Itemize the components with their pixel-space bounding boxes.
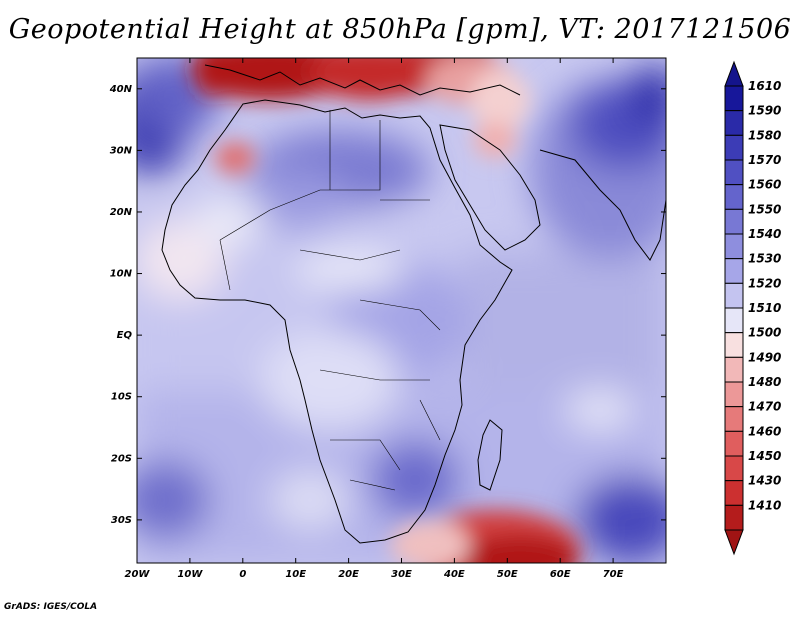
y-tick-label: 30N	[110, 145, 133, 156]
colorbar: 1610 1590 1580 1570 1560 1550 1540 1530 1520 1510…	[724, 60, 781, 556]
colorbar-swatch	[724, 455, 744, 482]
colorbar-label: 1430	[748, 474, 781, 488]
x-axis: 20W 10W 0 10E 20E 30E 40E 50E 60E 70E	[125, 58, 624, 580]
asia-coastline	[539, 149, 666, 261]
x-tick-label: 10E	[285, 569, 306, 580]
colorbar-label: 1410	[748, 498, 781, 512]
colorbar-swatch	[724, 480, 744, 506]
colorbar-label: 1480	[748, 375, 781, 389]
colorbar-top-cap	[724, 60, 744, 87]
x-tick-label: 50E	[497, 569, 518, 580]
colorbar-swatch	[724, 159, 744, 186]
grads-credit: GrADS: IGES/COLA	[4, 602, 98, 612]
colorbar-swatch	[724, 307, 744, 334]
x-tick-label: 30E	[391, 569, 412, 580]
y-axis: 40N 30N 20N 10N EQ 10S 20S 30S	[109, 84, 666, 526]
colorbar-swatch	[724, 381, 744, 408]
x-tick-label: 60E	[550, 569, 571, 580]
x-tick-label: 10W	[177, 569, 203, 580]
colorbar-swatch	[724, 134, 744, 161]
europe-coastline	[204, 64, 521, 96]
y-tick-label: 40N	[109, 84, 133, 95]
borders	[219, 110, 441, 491]
x-tick-label: 40E	[443, 569, 465, 580]
colorbar-bottom-cap	[724, 529, 744, 556]
arabia-coastline	[439, 124, 541, 251]
colorbar-label: 1550	[748, 202, 781, 216]
colorbar-label: 1510	[748, 301, 781, 315]
colorbar-swatch	[724, 430, 744, 457]
colorbar-swatch	[724, 85, 744, 112]
colorbar-label: 1450	[748, 449, 781, 463]
y-tick-label: EQ	[117, 330, 133, 341]
x-tick-label: 0	[239, 569, 246, 580]
africa-coastline	[161, 99, 513, 544]
coastlines	[161, 64, 666, 544]
colorbar-swatch	[724, 184, 744, 210]
x-tick-label: 70E	[603, 569, 624, 580]
y-tick-label: 20S	[111, 453, 132, 464]
colorbar-swatch	[724, 258, 744, 284]
colorbar-swatch	[724, 406, 744, 432]
colorbar-label: 1530	[748, 252, 781, 266]
height-field	[137, 58, 666, 563]
x-tick-label: 20W	[125, 569, 151, 580]
colorbar-swatch	[724, 110, 744, 136]
madagascar-coastline	[477, 419, 503, 491]
colorbar-label: 1570	[748, 153, 781, 167]
y-tick-label: 10N	[110, 269, 133, 280]
x-tick-label: 20E	[338, 569, 359, 580]
y-tick-label: 20N	[110, 207, 133, 218]
colorbar-label: 1590	[748, 104, 781, 118]
colorbar-swatch	[724, 233, 744, 260]
colorbar-label: 1540	[748, 227, 781, 241]
colorbar-label: 1490	[748, 350, 781, 364]
colorbar-swatch	[724, 208, 744, 235]
colorbar-swatch	[724, 332, 744, 358]
colorbar-label: 1500	[748, 326, 781, 340]
colorbar-swatch	[724, 356, 744, 383]
colorbar-label: 1460	[748, 424, 781, 438]
y-tick-label: 10S	[111, 392, 132, 403]
y-tick-label: 30S	[111, 515, 132, 526]
colorbar-swatch	[724, 282, 744, 309]
colorbar-label: 1520	[748, 276, 781, 290]
colorbar-label: 1580	[748, 128, 781, 142]
colorbar-label: 1470	[748, 400, 781, 414]
map-title: Geopotential Height at 850hPa [gpm], VT:…	[8, 14, 792, 45]
colorbar-label: 1610	[748, 79, 781, 93]
colorbar-swatch	[724, 504, 744, 531]
colorbar-label: 1560	[748, 178, 781, 192]
